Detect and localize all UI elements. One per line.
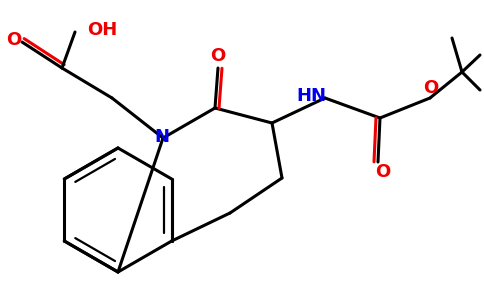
Text: N: N <box>154 128 169 146</box>
Text: O: O <box>6 31 22 49</box>
Text: OH: OH <box>87 21 117 39</box>
Text: O: O <box>376 163 391 181</box>
Text: O: O <box>211 47 226 65</box>
Text: HN: HN <box>296 87 326 105</box>
Text: O: O <box>424 79 439 97</box>
